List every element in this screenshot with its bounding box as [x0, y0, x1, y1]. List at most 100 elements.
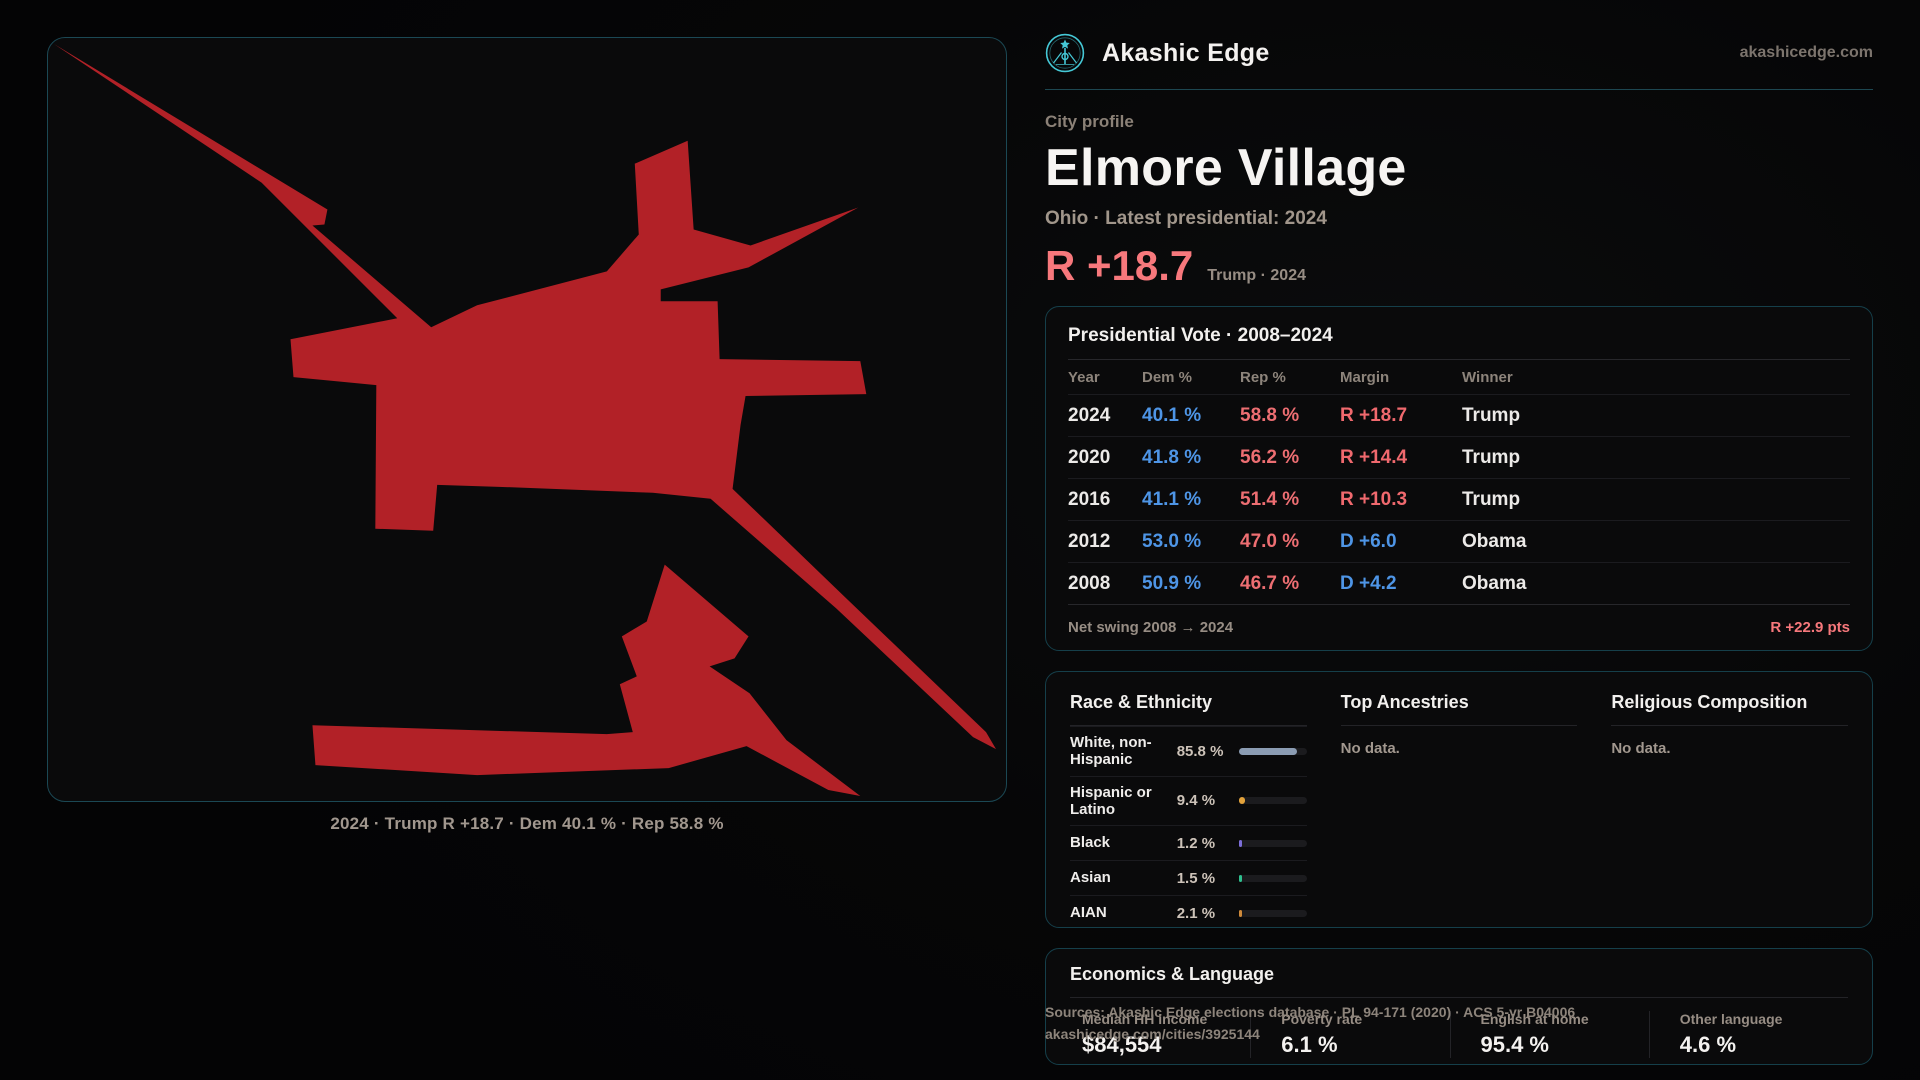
- section-title: Race & Ethnicity: [1070, 692, 1307, 726]
- col-header-dem: Dem %: [1142, 368, 1193, 386]
- sources-permalink: akashicedge.com/cities/3925144: [1045, 1026, 1260, 1043]
- race-bar-fill: [1238, 839, 1242, 847]
- vote-table-header-row: Year Dem % Rep % Margin Winner: [1068, 360, 1850, 394]
- no-data-text: No data.: [1340, 740, 1400, 757]
- table-row: 2024 40.1 % 58.8 % R +18.7 Trump: [1068, 394, 1850, 436]
- col-header-margin: Margin: [1340, 368, 1390, 386]
- stat-median-hh-income: Median HH income $84,554: [1070, 1011, 1250, 1058]
- stat-label: English at home: [1480, 1011, 1589, 1027]
- list-item: Black 1.2 %: [1070, 825, 1307, 860]
- col-header-year: Year: [1068, 368, 1100, 386]
- section-title: Religious Composition: [1611, 692, 1849, 726]
- profile-panel: Akashic Edge akashicedge.com City profil…: [1045, 30, 1873, 1065]
- cell-year: 2016: [1068, 488, 1111, 510]
- stat-label: Poverty rate: [1281, 1011, 1363, 1027]
- net-swing-label: Net swing 2008 → 2024: [1068, 619, 1234, 636]
- table-row: 2012 53.0 % 47.0 % D +6.0 Obama: [1068, 520, 1850, 562]
- race-value: 85.8 %: [1176, 742, 1224, 760]
- stat-label: Other language: [1679, 1011, 1783, 1027]
- race-value: 1.5 %: [1176, 869, 1216, 887]
- race-bar-fill: [1238, 909, 1242, 917]
- stat-poverty-rate: Poverty rate 6.1 %: [1250, 1011, 1449, 1058]
- race-bar-track: [1238, 874, 1307, 882]
- stat-value: 4.6 %: [1679, 1032, 1737, 1057]
- race-ethnicity-section: Race & Ethnicity White, non-Hispanic 85.…: [1070, 692, 1307, 922]
- presidential-vote-card: Presidential Vote · 2008–2024 Year Dem %…: [1045, 306, 1873, 651]
- city-boundary-shape-main: [53, 43, 997, 750]
- header-divider: [1045, 89, 1873, 90]
- cell-margin: D +4.2: [1340, 572, 1397, 594]
- vote-table-title: Presidential Vote · 2008–2024: [1068, 325, 1333, 346]
- stat-value: 6.1 %: [1281, 1032, 1338, 1057]
- cell-dem: 41.1 %: [1142, 488, 1202, 510]
- section-title: Top Ancestries: [1340, 692, 1578, 726]
- city-boundary-map-card: [47, 37, 1007, 802]
- stats-row: Median HH income $84,554 Poverty rate 6.…: [1070, 1011, 1848, 1058]
- race-bar-track: [1238, 909, 1307, 917]
- net-swing-row: Net swing 2008 → 2024 R +22.9 pts: [1068, 604, 1850, 650]
- race-bar-fill: [1238, 874, 1242, 882]
- section-title: Economics & Language: [1070, 964, 1848, 998]
- race-bar-fill: [1238, 797, 1246, 805]
- list-item: Hispanic or Latino 9.4 %: [1070, 775, 1307, 826]
- headline-margin: R +18.7: [1045, 242, 1194, 289]
- headline-margin-row: R +18.7 Trump · 2024: [1045, 242, 1873, 290]
- table-row: 2008 50.9 % 46.7 % D +4.2 Obama: [1068, 562, 1850, 604]
- no-data-text: No data.: [1611, 740, 1671, 757]
- cell-margin: D +6.0: [1340, 530, 1397, 552]
- religious-composition-section: Religious Composition No data.: [1611, 692, 1849, 907]
- race-bar-track: [1238, 839, 1307, 847]
- cell-rep: 46.7 %: [1240, 572, 1300, 594]
- list-item: White, non-Hispanic 85.8 %: [1070, 726, 1307, 776]
- top-ancestries-section: Top Ancestries No data.: [1340, 692, 1578, 907]
- cell-winner: Obama: [1462, 572, 1527, 594]
- cell-dem: 40.1 %: [1142, 404, 1202, 426]
- race-bar-fill: [1238, 747, 1298, 755]
- cell-winner: Trump: [1462, 404, 1521, 426]
- cell-dem: 41.8 %: [1142, 446, 1202, 468]
- race-label: White, non-Hispanic: [1070, 734, 1152, 769]
- race-label: Asian: [1070, 869, 1111, 887]
- stat-other-language: Other language 4.6 %: [1648, 1011, 1848, 1058]
- cell-winner: Trump: [1462, 446, 1521, 468]
- state-and-latest-election: Ohio · Latest presidential: 2024: [1045, 208, 1327, 229]
- cell-year: 2008: [1068, 572, 1111, 594]
- race-label: Black: [1070, 834, 1111, 852]
- col-header-winner: Winner: [1462, 368, 1513, 386]
- cell-margin: R +10.3: [1340, 488, 1408, 510]
- map-caption: 2024 · Trump R +18.7 · Dem 40.1 % · Rep …: [330, 814, 724, 833]
- sources-line: Sources: Akashic Edge elections database…: [1045, 1004, 1576, 1020]
- card-divider: [1068, 359, 1850, 360]
- cell-year: 2024: [1068, 404, 1111, 426]
- stat-english-at-home: English at home 95.4 %: [1449, 1011, 1649, 1058]
- cell-margin: R +14.4: [1340, 446, 1408, 468]
- cell-rep: 58.8 %: [1240, 404, 1300, 426]
- table-row: 2020 41.8 % 56.2 % R +14.4 Trump: [1068, 436, 1850, 478]
- race-value: 2.1 %: [1176, 904, 1216, 922]
- race-bar-track: [1238, 797, 1307, 805]
- cell-dem: 53.0 %: [1142, 530, 1202, 552]
- cell-rep: 47.0 %: [1240, 530, 1300, 552]
- brand-name: Akashic Edge: [1102, 38, 1270, 67]
- stat-label: Median HH income: [1082, 1011, 1208, 1027]
- race-bar-track: [1238, 747, 1307, 755]
- col-header-rep: Rep %: [1240, 368, 1286, 386]
- table-row: 2016 41.1 % 51.4 % R +10.3 Trump: [1068, 478, 1850, 520]
- cell-rep: 56.2 %: [1240, 446, 1300, 468]
- cell-year: 2020: [1068, 446, 1111, 468]
- headline-margin-note: Trump · 2024: [1207, 267, 1306, 284]
- race-label: AIAN: [1070, 904, 1107, 922]
- race-value: 1.2 %: [1176, 834, 1216, 852]
- cell-winner: Obama: [1462, 530, 1527, 552]
- cell-rep: 51.4 %: [1240, 488, 1300, 510]
- cell-winner: Trump: [1462, 488, 1521, 510]
- city-boundary-map: [53, 43, 997, 797]
- site-header: Akashic Edge akashicedge.com: [1045, 30, 1873, 76]
- cell-margin: R +18.7: [1340, 404, 1408, 426]
- list-item: Asian 1.5 %: [1070, 860, 1307, 895]
- list-item: AIAN 2.1 %: [1070, 895, 1307, 930]
- brand-domain-link[interactable]: akashicedge.com: [1739, 44, 1873, 61]
- sources-footer: Sources: Akashic Edge elections database…: [1045, 1001, 1575, 1046]
- race-value: 9.4 %: [1176, 792, 1216, 810]
